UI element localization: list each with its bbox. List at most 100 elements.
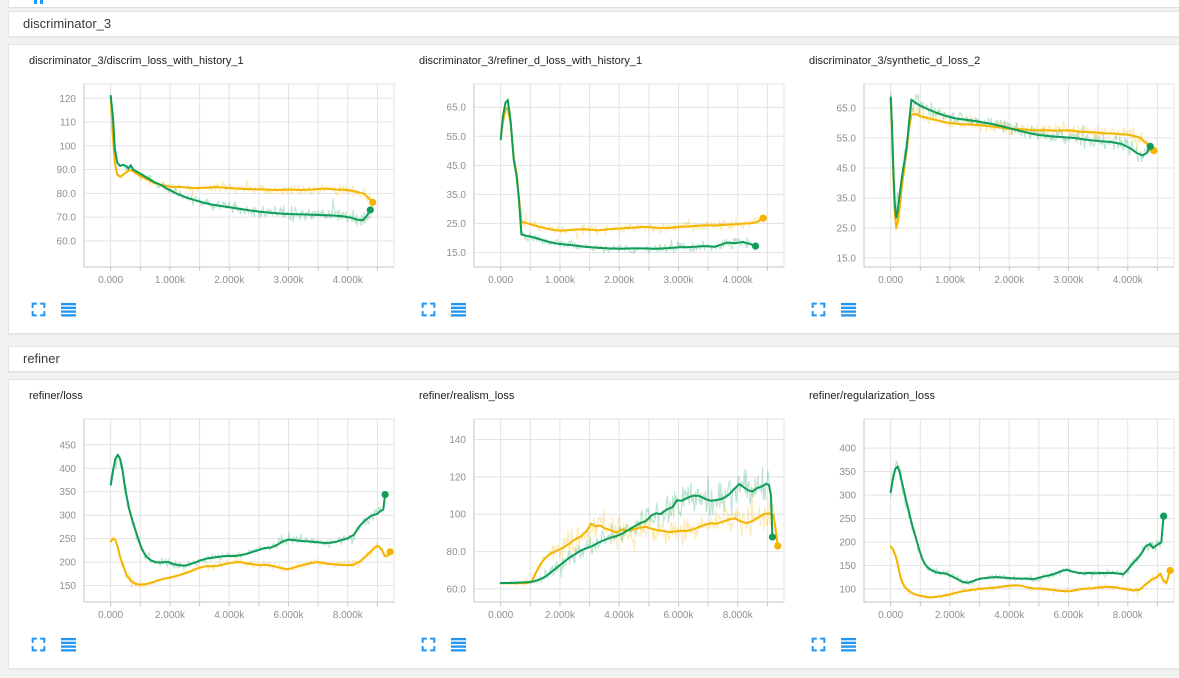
x-tick-label: 2.000k: [994, 275, 1025, 286]
section-header-refiner[interactable]: refiner: [8, 346, 1179, 372]
runs-menu-icon[interactable]: [60, 302, 76, 318]
green-run-smoothed-line: [109, 94, 372, 222]
chart-cell: discriminator_3/synthetic_d_loss_2 65.0 5…: [801, 55, 1179, 318]
chart-cell: discriminator_3/discrim_loss_with_histor…: [21, 55, 401, 318]
y-tick-label: 120: [59, 94, 76, 105]
y-tick-label: 100: [449, 510, 466, 521]
y-tick-label: 90.0: [57, 165, 77, 176]
y-tick-label: 140: [449, 435, 466, 446]
section-header-discriminator_3[interactable]: discriminator_3: [8, 11, 1179, 37]
x-tick-label: 0.000: [488, 610, 513, 621]
y-tick-label: 35.0: [837, 194, 857, 205]
fullscreen-expand-icon[interactable]: [31, 302, 47, 318]
chart-title: refiner/realism_loss: [419, 390, 515, 402]
x-tick-label: 4.000k: [214, 610, 245, 621]
y-tick-label: 65.0: [447, 103, 467, 114]
green-run-smoothed-line: [889, 96, 1152, 219]
fullscreen-expand-icon[interactable]: [811, 302, 827, 318]
yellow-run-smoothed-line: [499, 106, 765, 232]
loss-line-chart-3[interactable]: 450 400 350 300 250 200 150 0.000 2.000k 4.000k 6.…: [21, 415, 396, 627]
y-tick-label: 150: [839, 561, 856, 572]
y-tick-label: 35.0: [447, 190, 467, 201]
chart-title: discriminator_3/refiner_d_loss_with_hist…: [419, 55, 643, 67]
yellow-run-final-dot: [369, 198, 377, 206]
y-tick-label: 100: [839, 584, 856, 595]
yellow-run-raw-line: [110, 96, 374, 208]
yellow-run-final-dot: [774, 542, 782, 550]
yellow-run-final-dot: [759, 214, 767, 222]
partial-icon-fragment: [34, 0, 37, 4]
fullscreen-expand-icon[interactable]: [421, 302, 437, 318]
runs-menu-icon[interactable]: [840, 302, 856, 318]
y-tick-label: 15.0: [447, 248, 467, 259]
yellow-run-smoothed-line: [889, 545, 1172, 599]
x-tick-label: 6.000k: [1053, 610, 1084, 621]
chart-actions: [801, 637, 1179, 653]
x-tick-label: 4.000k: [333, 275, 364, 286]
yellow-run-final-dot: [1166, 566, 1174, 575]
chart-cell: refiner/loss 450 400 350 300 250 200 150 0.000 2…: [21, 390, 401, 653]
green-run-final-dot: [1160, 512, 1168, 520]
yellow-run-raw-line: [500, 107, 764, 240]
section-card: discriminator_3/discrim_loss_with_histor…: [8, 44, 1179, 334]
runs-menu-icon[interactable]: [450, 637, 466, 653]
x-tick-label: 0.000: [878, 610, 903, 621]
y-tick-label: 60.0: [447, 584, 467, 595]
yellow-run-smoothed-line: [109, 94, 374, 204]
y-tick-label: 300: [839, 491, 856, 502]
x-tick-label: 0.000: [98, 610, 123, 621]
y-tick-label: 150: [59, 581, 76, 592]
sections-container: discriminator_3 discriminator_3/discrim_…: [8, 11, 1179, 669]
y-tick-label: 45.0: [837, 164, 857, 175]
chart-title: refiner/loss: [29, 390, 83, 402]
fullscreen-expand-icon[interactable]: [421, 637, 437, 653]
loss-line-chart-2[interactable]: 65.0 55.0 45.0 35.0 25.0 15.0 0.000 1.000k 2.000…: [801, 80, 1176, 292]
previous-card-sliver: [8, 0, 1179, 8]
runs-menu-icon[interactable]: [450, 302, 466, 318]
x-tick-label: 4.000k: [723, 275, 754, 286]
y-tick-label: 55.0: [447, 132, 467, 143]
y-tick-label: 250: [839, 514, 856, 525]
loss-line-chart-1[interactable]: 65.0 55.0 45.0 35.0 25.0 15.0 0.000 1.000k 2.000…: [411, 80, 786, 292]
green-run-final-dot: [381, 490, 389, 499]
chart-actions: [21, 637, 401, 653]
green-run-final-dot: [751, 242, 760, 250]
section-title: discriminator_3: [23, 16, 112, 31]
green-run-final-dot: [366, 206, 374, 214]
x-tick-label: 6.000k: [273, 610, 304, 621]
x-tick-label: 0.000: [98, 275, 123, 286]
fullscreen-expand-icon[interactable]: [31, 637, 47, 653]
y-tick-label: 60.0: [57, 236, 77, 247]
runs-menu-icon[interactable]: [60, 637, 76, 653]
section-card: refiner/loss 450 400 350 300 250 200 150 0.000 2…: [8, 379, 1179, 669]
x-tick-label: 1.000k: [155, 275, 186, 286]
runs-menu-icon[interactable]: [840, 637, 856, 653]
loss-line-chart-0[interactable]: 120 110 100 90.0 80.0 70.0 60.0 0.000 1.000k 2.00…: [21, 80, 396, 292]
y-tick-label: 120: [449, 472, 466, 483]
charts-row: refiner/loss 450 400 350 300 250 200 150 0.000 2…: [21, 390, 1179, 653]
x-tick-label: 3.000k: [273, 275, 304, 286]
fullscreen-expand-icon[interactable]: [811, 637, 827, 653]
green-run-raw-line: [110, 94, 371, 226]
loss-line-chart-4[interactable]: 140 120 100 80.0 60.0 0.000 2.000k 4.000k 6.000k…: [411, 415, 786, 627]
y-tick-label: 80.0: [447, 547, 467, 558]
chart-actions: [801, 302, 1179, 318]
y-tick-label: 45.0: [447, 161, 467, 172]
x-tick-label: 2.000k: [545, 610, 576, 621]
loss-line-chart-5[interactable]: 400 350 300 250 200 150 100 0.000 2.000k 4.000k 6.…: [801, 415, 1176, 627]
y-tick-label: 80.0: [57, 189, 77, 200]
x-tick-label: 0.000: [878, 275, 903, 286]
y-tick-label: 300: [59, 511, 76, 522]
section-block: refiner refiner/loss 450 400 350 300 250 200 1…: [8, 346, 1179, 669]
y-tick-label: 70.0: [57, 213, 77, 224]
y-tick-label: 65.0: [837, 104, 857, 115]
y-tick-label: 250: [59, 534, 76, 545]
green-run-smoothed-line: [499, 99, 757, 250]
x-tick-label: 4.000k: [604, 610, 635, 621]
x-tick-label: 2.000k: [935, 610, 966, 621]
section-block: discriminator_3 discriminator_3/discrim_…: [8, 11, 1179, 334]
chart-actions: [411, 637, 791, 653]
chart-cell: discriminator_3/refiner_d_loss_with_hist…: [411, 55, 791, 318]
y-tick-label: 350: [839, 467, 856, 478]
yellow-run-smoothed-line: [109, 537, 392, 586]
